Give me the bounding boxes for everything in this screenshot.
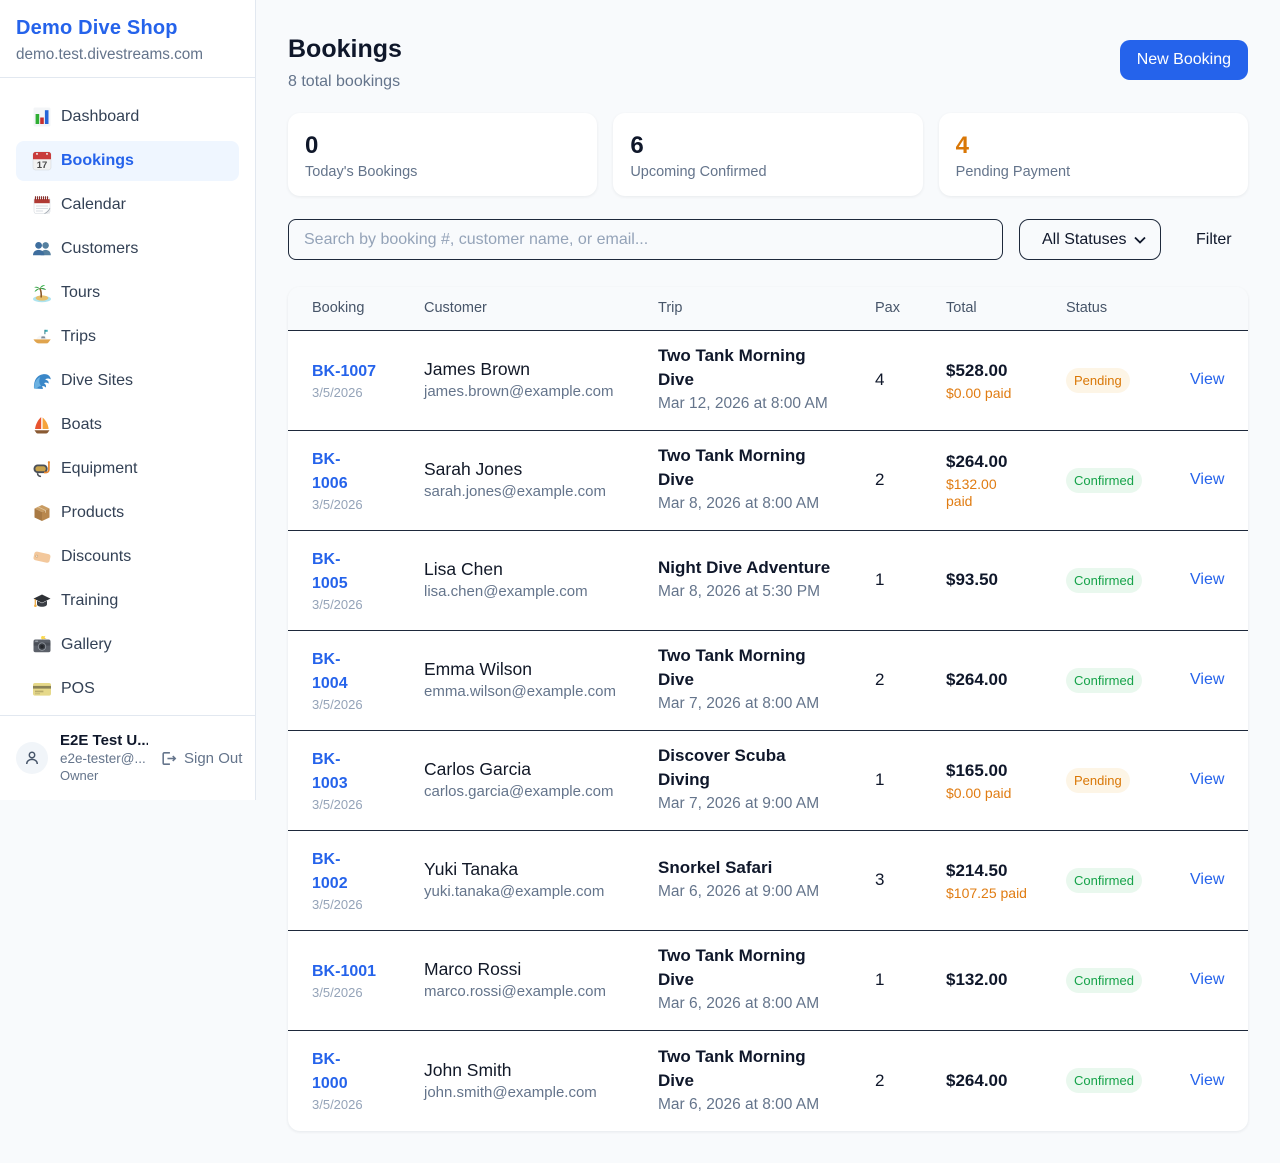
svg-text:17: 17 xyxy=(37,160,48,171)
